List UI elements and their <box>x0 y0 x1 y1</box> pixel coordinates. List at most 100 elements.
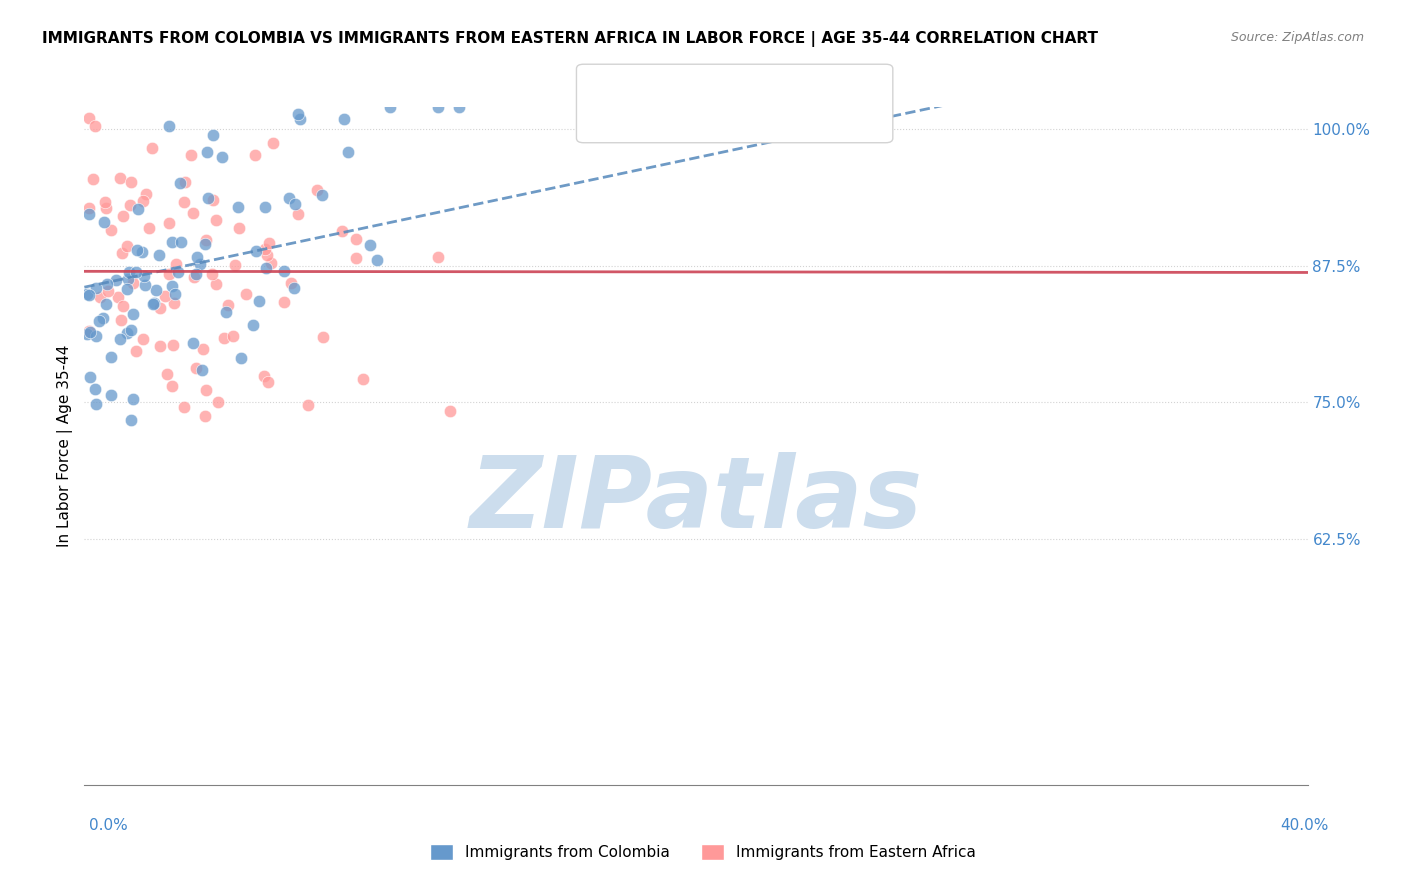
Point <box>205 213 228 227</box>
Point <box>94 194 117 209</box>
Point <box>224 258 246 272</box>
Point <box>170 235 193 249</box>
Point <box>228 221 250 235</box>
Point <box>288 112 311 126</box>
Point <box>141 141 163 155</box>
Point <box>336 145 359 160</box>
Point <box>149 301 172 316</box>
Point <box>280 276 302 290</box>
Point <box>76 287 98 301</box>
Point <box>77 288 100 302</box>
Point <box>149 339 172 353</box>
Point <box>110 170 132 185</box>
Point <box>344 232 367 246</box>
Point <box>222 329 245 343</box>
Text: 78: 78 <box>731 115 751 129</box>
Point <box>359 237 381 252</box>
Point <box>215 305 238 319</box>
Point <box>229 351 252 365</box>
Point <box>378 100 401 114</box>
Point <box>142 296 165 310</box>
Point <box>91 311 114 326</box>
Point <box>167 265 190 279</box>
Point <box>120 413 142 427</box>
Point <box>79 370 101 384</box>
Point <box>107 289 129 303</box>
Point <box>202 193 225 207</box>
Point <box>115 326 138 340</box>
Text: Source: ZipAtlas.com: Source: ZipAtlas.com <box>1230 31 1364 45</box>
Point <box>283 281 305 295</box>
Point <box>143 296 166 310</box>
Point <box>89 314 111 328</box>
Point <box>194 409 217 423</box>
Point <box>104 273 127 287</box>
Point <box>278 191 301 205</box>
Text: -0.001: -0.001 <box>648 115 697 129</box>
Point <box>174 175 197 189</box>
Point <box>243 148 266 162</box>
Point <box>160 279 183 293</box>
Point <box>257 375 280 389</box>
Point <box>79 326 101 340</box>
Legend: Immigrants from Colombia, Immigrants from Eastern Africa: Immigrants from Colombia, Immigrants fro… <box>425 838 981 866</box>
Point <box>173 195 195 210</box>
Point <box>135 187 157 202</box>
Point <box>121 307 143 321</box>
Point <box>191 363 214 377</box>
Point <box>200 267 222 281</box>
Point <box>191 342 214 356</box>
Point <box>125 343 148 358</box>
Point <box>284 197 307 211</box>
Text: N =: N = <box>699 80 730 95</box>
Point <box>134 277 156 292</box>
Point <box>184 360 207 375</box>
Point <box>118 198 141 212</box>
Point <box>188 257 211 271</box>
Point <box>181 205 204 219</box>
Point <box>115 239 138 253</box>
Point <box>83 382 105 396</box>
Point <box>312 330 335 344</box>
Point <box>157 216 180 230</box>
Point <box>226 200 249 214</box>
Point <box>138 220 160 235</box>
Point <box>132 268 155 283</box>
Point <box>110 313 132 327</box>
Point <box>332 112 354 126</box>
Point <box>311 188 333 202</box>
Text: IMMIGRANTS FROM COLOMBIA VS IMMIGRANTS FROM EASTERN AFRICA IN LABOR FORCE | AGE : IMMIGRANTS FROM COLOMBIA VS IMMIGRANTS F… <box>42 31 1098 47</box>
Point <box>145 283 167 297</box>
Point <box>77 324 100 338</box>
Point <box>256 247 278 261</box>
Point <box>194 236 217 251</box>
Point <box>439 404 461 418</box>
Point <box>163 286 186 301</box>
Point <box>184 268 207 282</box>
Point <box>79 207 101 221</box>
Point <box>100 387 122 401</box>
Point <box>253 242 276 256</box>
Text: 77: 77 <box>731 80 751 95</box>
Point <box>148 247 170 261</box>
Point <box>211 150 233 164</box>
Point <box>117 272 139 286</box>
Point <box>77 111 100 125</box>
Point <box>84 397 107 411</box>
Point <box>183 270 205 285</box>
Point <box>94 201 117 215</box>
Point <box>287 107 309 121</box>
Point <box>111 299 134 313</box>
Point <box>157 119 180 133</box>
Point <box>254 260 277 275</box>
Point <box>122 392 145 406</box>
Text: ■: ■ <box>591 112 609 132</box>
Point <box>131 332 153 346</box>
Point <box>257 236 280 251</box>
Point <box>183 336 205 351</box>
Point <box>84 329 107 343</box>
Point <box>96 277 118 292</box>
Point <box>108 332 131 346</box>
Point <box>186 250 208 264</box>
Point <box>273 294 295 309</box>
